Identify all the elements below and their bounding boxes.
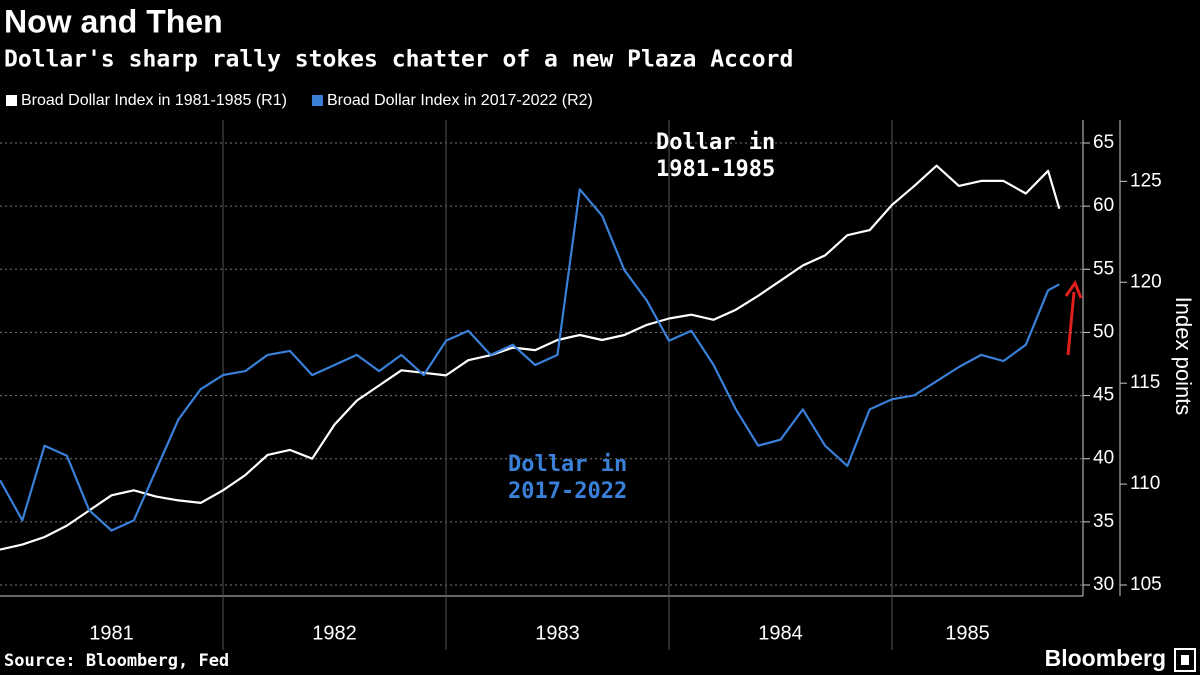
brand-icon [1174, 648, 1196, 672]
y-tick-label: 30 [1093, 574, 1114, 595]
y2-axis-label: Index points [1171, 297, 1196, 416]
y2-tick-label: 125 [1130, 170, 1162, 191]
y2-tick-label: 110 [1130, 473, 1160, 494]
y-tick-label: 40 [1093, 448, 1114, 469]
x-tick-label: 1982 [312, 622, 357, 644]
y2-tick-label: 115 [1130, 372, 1160, 393]
x-tick-label: 1983 [535, 622, 580, 644]
brand: Bloomberg [1045, 645, 1166, 671]
series-line [0, 164, 1061, 551]
y-tick-label: 65 [1093, 132, 1114, 153]
legend-label: Broad Dollar Index in 1981-1985 (R1) [21, 92, 287, 109]
y2-tick-label: 120 [1130, 271, 1162, 292]
x-tick-label: 1981 [89, 622, 134, 644]
legend-swatch [311, 95, 323, 106]
y-tick-label: 45 [1093, 385, 1114, 406]
annotation: 2017-2022 [508, 479, 627, 504]
y-tick-label: 50 [1093, 321, 1114, 342]
y-tick-label: 35 [1093, 511, 1114, 532]
x-tick-label: 1985 [945, 622, 990, 644]
annotation: Dollar in [508, 452, 627, 477]
legend-swatch [6, 95, 17, 106]
legend-label: Broad Dollar Index in 2017-2022 (R2) [327, 92, 593, 109]
arrow [1064, 279, 1083, 356]
y-tick-label: 60 [1093, 195, 1114, 216]
source: Source: Bloomberg, Fed [4, 651, 229, 671]
chart-title: Now and Then [4, 3, 223, 39]
chart-subtitle: Dollar's sharp rally stokes chatter of a… [4, 47, 793, 73]
y2-tick-label: 105 [1130, 574, 1162, 595]
series-line [0, 188, 1060, 532]
annotation: 1981-1985 [656, 157, 775, 182]
y-tick-label: 55 [1093, 258, 1114, 279]
x-tick-label: 1984 [758, 622, 803, 644]
annotation: Dollar in [656, 130, 775, 155]
